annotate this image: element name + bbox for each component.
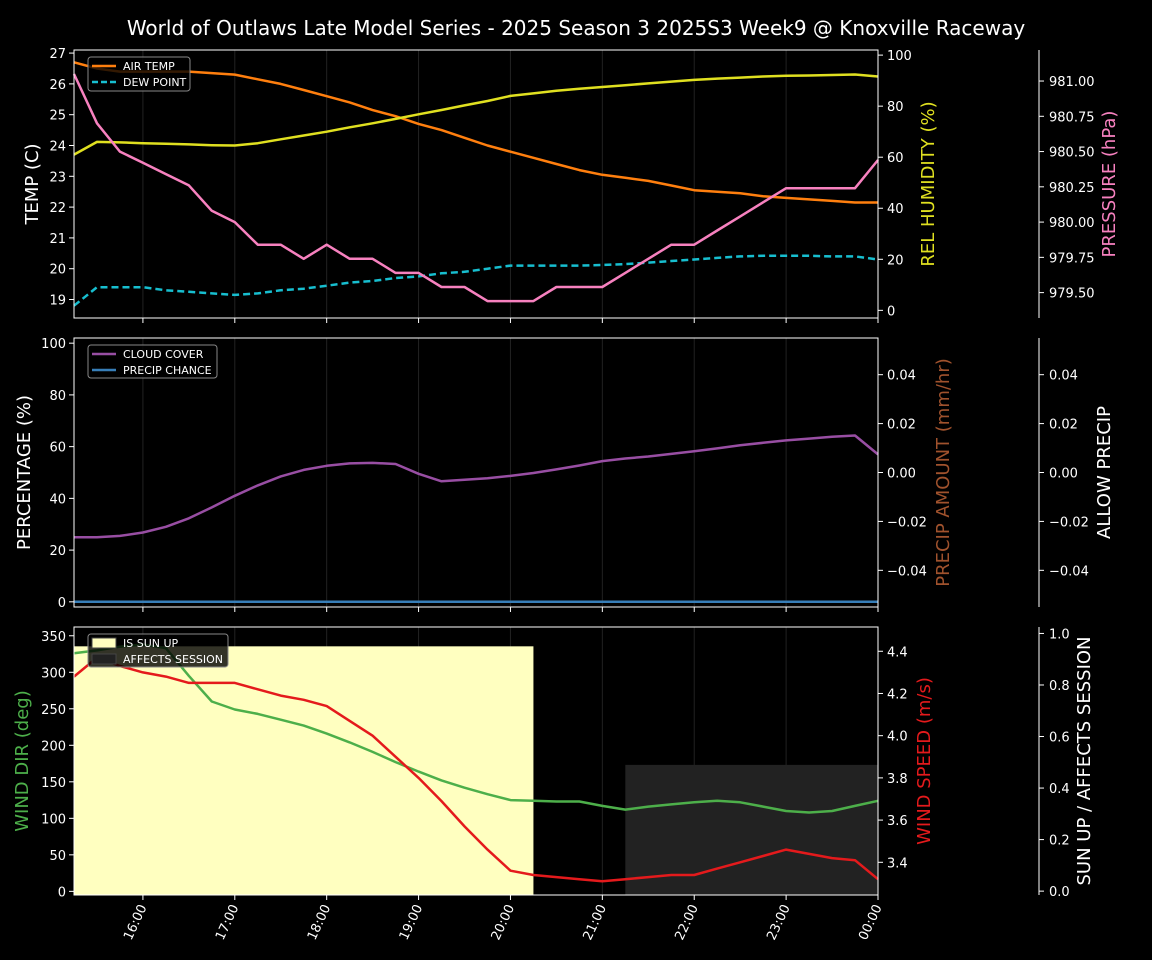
y-tick-label: 19 <box>49 294 66 309</box>
y3-tick-label: 981.00 <box>1049 75 1095 90</box>
y3-tick-label: 979.75 <box>1049 251 1095 266</box>
y3-tick-label: 979.50 <box>1049 287 1095 302</box>
y-tick-label: 300 <box>41 666 66 681</box>
band-is-sun-up <box>74 646 534 895</box>
legend-label: IS SUN UP <box>123 637 179 650</box>
y2-tick-label: 0.00 <box>887 467 916 482</box>
left-axis-label: PERCENTAGE (%) <box>14 395 35 550</box>
y3-tick-label: 0.8 <box>1049 679 1070 694</box>
right-axis-label: REL HUMIDITY (%) <box>918 101 939 266</box>
y-tick-label: 22 <box>49 201 66 216</box>
y3-tick-label: −0.02 <box>1049 515 1089 530</box>
plot-frame <box>73 49 879 319</box>
y-tick-label: 50 <box>49 849 66 864</box>
y-tick-label: 25 <box>49 109 66 124</box>
band-affects-session <box>625 764 878 895</box>
y2-tick-label: 4.4 <box>887 645 908 660</box>
y-tick-label: 24 <box>49 139 66 154</box>
y3-tick-label: −0.04 <box>1049 564 1089 579</box>
legend-label: PRECIP CHANCE <box>123 364 212 377</box>
series-line-wind-dir <box>73 643 879 814</box>
legend-label: CLOUD COVER <box>123 348 204 361</box>
y3-tick-label: 0.02 <box>1049 418 1078 433</box>
legend-swatch <box>91 653 117 665</box>
y-tick-label: 20 <box>49 263 66 278</box>
far-axis-label: ALLOW PRECIP <box>1094 406 1115 539</box>
far-axis-label: SUN UP / AFFECTS SESSION <box>1074 636 1095 885</box>
y2-tick-label: −0.04 <box>887 564 927 579</box>
y-tick-label: 40 <box>49 492 66 507</box>
y3-tick-label: 980.75 <box>1049 110 1095 125</box>
y2-tick-label: 0.04 <box>887 369 916 384</box>
panel-clouds: 0 20 40 60 80 100 −0.04 −0.02 0.00 0.02 0.04 −0.04 −… <box>14 337 1115 612</box>
plot-frame <box>73 626 879 896</box>
y3-tick-label: 1.0 <box>1049 627 1070 642</box>
y2-tick-label: 0.02 <box>887 418 916 433</box>
y-tick-label: 23 <box>49 170 66 185</box>
y-tick-label: 26 <box>49 78 66 93</box>
series-line-cloud-cover <box>74 434 879 539</box>
y-tick-label: 100 <box>41 812 66 827</box>
right-axis-label: PRECIP AMOUNT (mm/hr) <box>933 358 954 587</box>
y-tick-label: 21 <box>49 232 66 247</box>
y-tick-label: 200 <box>41 739 66 754</box>
y3-tick-label: 0.0 <box>1049 885 1070 900</box>
y2-tick-label: 80 <box>887 100 904 115</box>
y2-tick-label: −0.02 <box>887 515 927 530</box>
y3-tick-label: 0.2 <box>1049 834 1070 849</box>
chart-panels: 19 20 21 22 23 24 25 26 27 0 20 40 60 80 100 979.50 979.… <box>12 47 1120 943</box>
y-tick-label: 0 <box>58 596 66 611</box>
y-tick-label: 0 <box>58 885 66 900</box>
y2-tick-label: 3.8 <box>887 772 908 787</box>
y3-tick-label: 0.6 <box>1049 731 1070 746</box>
y2-tick-label: 60 <box>887 151 904 166</box>
series-line-dew-point <box>73 254 879 307</box>
series-line-air-temp <box>73 61 878 204</box>
far-axis-label: PRESSURE (hPa) <box>1099 111 1120 258</box>
y2-tick-label: 4.0 <box>887 730 908 745</box>
y-tick-label: 27 <box>49 47 66 62</box>
y2-tick-label: 3.4 <box>887 856 908 871</box>
y2-tick-label: 20 <box>887 253 904 268</box>
panel-temperature: 19 20 21 22 23 24 25 26 27 0 20 40 60 80 100 979.50 979.… <box>22 47 1120 323</box>
legend-box <box>87 633 229 668</box>
y3-tick-label: 0.00 <box>1049 467 1078 482</box>
y-tick-label: 20 <box>49 544 66 559</box>
y-tick-label: 60 <box>49 441 66 456</box>
legend-box <box>87 344 218 379</box>
legend-swatch <box>91 637 117 649</box>
y-tick-label: 80 <box>49 389 66 404</box>
y2-tick-label: 40 <box>887 202 904 217</box>
series-line-pressure <box>72 73 879 303</box>
legend-label: DEW POINT <box>123 76 187 89</box>
y3-tick-label: 0.4 <box>1049 782 1070 797</box>
y3-tick-label: 980.50 <box>1049 146 1095 161</box>
right-axis-label: WIND SPEED (m/s) <box>914 677 935 845</box>
y3-tick-label: 0.04 <box>1049 369 1078 384</box>
y-tick-label: 250 <box>41 703 66 718</box>
left-axis-label: TEMP (C) <box>22 143 43 225</box>
legend-label: AFFECTS SESSION <box>123 653 223 666</box>
y3-tick-label: 980.25 <box>1049 181 1095 196</box>
y2-tick-label: 3.6 <box>887 814 908 829</box>
y-tick-label: 350 <box>41 630 66 645</box>
y2-tick-label: 4.2 <box>887 687 908 702</box>
legend-label: AIR TEMP <box>123 60 175 73</box>
y-tick-label: 100 <box>41 337 66 352</box>
y-tick-label: 150 <box>41 776 66 791</box>
chart-title: World of Outlaws Late Model Series - 202… <box>127 16 1025 40</box>
series-line-wind-speed <box>73 656 879 883</box>
y2-tick-label: 100 <box>887 49 912 64</box>
y2-tick-label: 0 <box>887 304 895 319</box>
y3-tick-label: 980.00 <box>1049 216 1095 231</box>
left-axis-label: WIND DIR (deg) <box>12 690 33 832</box>
series-line-rel-humidity <box>73 73 879 156</box>
panel-wind: 0 50 100 150 200 250 300 350 3.4 3.6 3.8 4.0 4.2 4.4 0… <box>12 626 1095 900</box>
